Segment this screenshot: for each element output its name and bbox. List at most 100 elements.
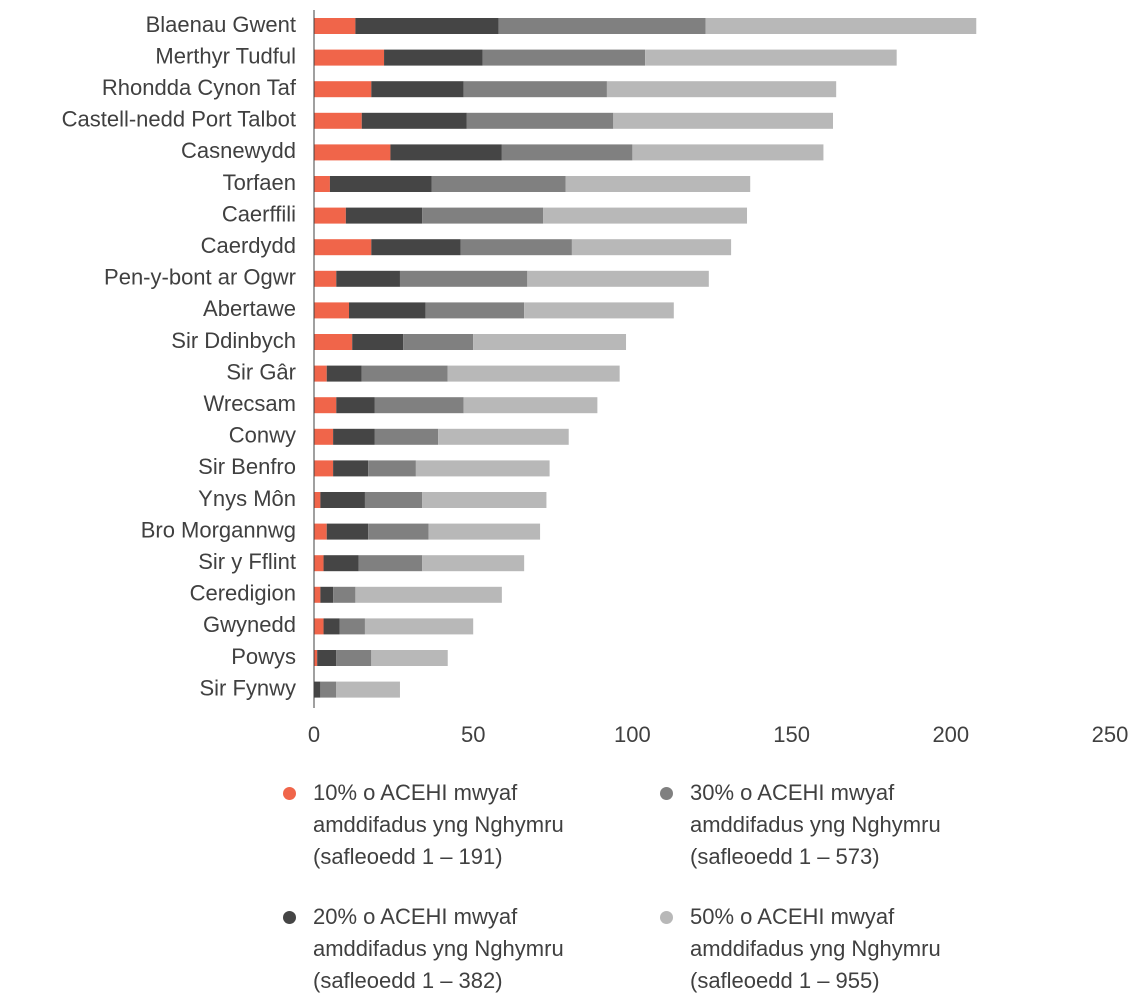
bar-segment — [565, 176, 751, 192]
bar-segment — [355, 586, 502, 603]
y-tick-label: Merthyr Tudful — [155, 43, 296, 68]
x-tick-label: 100 — [614, 722, 651, 747]
bar-segment — [482, 49, 646, 66]
bar-segment — [333, 460, 369, 477]
y-tick-label: Bro Morgannwg — [141, 517, 296, 542]
bar-segment — [390, 144, 502, 161]
y-tick-label: Ceredigion — [190, 581, 296, 606]
y-tick-label: Conwy — [229, 423, 296, 448]
bar-segment — [314, 681, 321, 698]
legend-marker — [660, 787, 673, 800]
bar-segment — [345, 207, 423, 224]
y-tick-label: Sir Ddinbych — [171, 328, 296, 353]
bar-segment — [460, 239, 572, 256]
bar-segment — [326, 365, 362, 382]
legend-marker — [283, 911, 296, 924]
bar-segment — [333, 586, 356, 603]
bar-segment — [415, 460, 550, 477]
y-tick-label: Torfaen — [223, 170, 296, 195]
bar-segment — [425, 302, 525, 319]
x-tick-label: 50 — [461, 722, 485, 747]
bar-segment — [613, 112, 833, 129]
legend-label: 50% o ACEHI mwyaf amddifadus yng Nghymru… — [690, 904, 941, 993]
bar-segment — [314, 365, 327, 382]
bar-segment — [329, 176, 432, 192]
legend-marker — [283, 787, 296, 800]
legend-label: 10% o ACEHI mwyaf amddifadus yng Nghymru… — [313, 780, 564, 869]
bar-segment — [339, 618, 365, 635]
bar-segment — [374, 428, 439, 445]
x-tick-label: 200 — [932, 722, 969, 747]
bar-segment — [314, 460, 334, 477]
bar-segment — [314, 18, 356, 34]
bar-segment — [323, 618, 340, 635]
bar-segment — [374, 397, 464, 414]
bar-segment — [314, 302, 350, 319]
bar-segment — [355, 18, 499, 34]
bar-segment — [431, 176, 566, 192]
bar-segment — [447, 365, 620, 382]
bar-segment — [466, 112, 614, 129]
y-tick-label: Sir y Fflint — [198, 549, 296, 574]
bar-segment — [399, 270, 528, 287]
bar-segment — [361, 365, 448, 382]
bar-segment — [314, 397, 337, 414]
bar-segment — [314, 207, 346, 224]
y-tick-label: Castell-nedd Port Talbot — [62, 107, 296, 132]
y-tick-label: Rhondda Cynon Taf — [102, 75, 297, 100]
bar-segment — [352, 334, 404, 350]
y-tick-label: Powys — [231, 644, 296, 669]
bar-segment — [498, 18, 706, 34]
y-tick-label: Caerdydd — [201, 233, 296, 258]
bar-segment — [314, 334, 353, 350]
bar-segment — [463, 397, 598, 414]
y-tick-label: Sir Benfro — [198, 454, 296, 479]
y-tick-label: Pen-y-bont ar Ogwr — [104, 265, 296, 290]
bar-segment — [314, 492, 321, 508]
bar-segment — [314, 81, 372, 98]
y-tick-label: Wrecsam — [204, 391, 297, 416]
bar-segment — [320, 681, 337, 698]
bar-segment — [364, 492, 423, 508]
y-tick-label: Blaenau Gwent — [146, 12, 296, 37]
bar-segment — [326, 523, 369, 540]
bar-segment — [422, 492, 547, 508]
bar-segment — [364, 618, 474, 635]
bar-segment — [336, 650, 372, 666]
y-tick-label: Casnewydd — [181, 138, 296, 163]
x-tick-label: 150 — [773, 722, 810, 747]
legend-label: 30% o ACEHI mwyaf amddifadus yng Nghymru… — [690, 780, 941, 869]
bar-segment — [314, 618, 324, 635]
bar-segment — [314, 270, 337, 287]
bar-segment — [438, 428, 569, 445]
bar-segment — [371, 239, 461, 256]
y-tick-label: Ynys Môn — [198, 486, 296, 511]
bar-segment — [320, 586, 334, 603]
bar-segment — [349, 302, 426, 319]
legend-label: 20% o ACEHI mwyaf amddifadus yng Nghymru… — [313, 904, 564, 993]
bar-segment — [336, 270, 400, 287]
bar-segment — [314, 176, 330, 192]
bar-segment — [314, 239, 372, 256]
bar-segment — [501, 144, 633, 161]
bar-segment — [314, 555, 324, 572]
bar-segment — [361, 112, 467, 129]
bar-segment — [314, 144, 391, 161]
bar-segment — [368, 523, 429, 540]
bar-segment — [645, 49, 897, 66]
bar-segment — [314, 112, 362, 129]
bar-segment — [314, 523, 327, 540]
bar-segment — [336, 397, 375, 414]
bar-segment — [317, 650, 337, 666]
y-tick-label: Gwynedd — [203, 612, 296, 637]
y-tick-label: Abertawe — [203, 296, 296, 321]
bar-segment — [403, 334, 474, 350]
bar-segment — [705, 18, 977, 34]
chart: Blaenau Gwent Merthyr Tudful Rhondda Cynon… — [62, 10, 1128, 747]
bar-segment — [527, 270, 709, 287]
bar-segment — [314, 586, 321, 603]
bar-segment — [371, 650, 448, 666]
y-tick-label: Sir Fynwy — [199, 675, 296, 700]
bar-segment — [358, 555, 423, 572]
